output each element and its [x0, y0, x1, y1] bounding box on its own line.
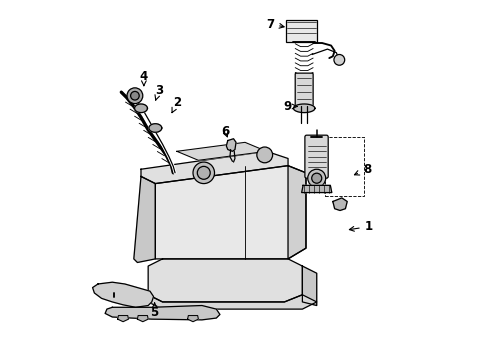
Polygon shape [155, 166, 306, 259]
Circle shape [197, 166, 210, 179]
Text: 6: 6 [221, 125, 229, 138]
Polygon shape [188, 316, 198, 321]
Polygon shape [148, 259, 302, 302]
Text: 7: 7 [266, 18, 284, 31]
Polygon shape [333, 198, 347, 211]
Bar [286, 21, 317, 42]
Circle shape [131, 91, 139, 100]
Polygon shape [137, 316, 148, 321]
Polygon shape [226, 139, 236, 151]
Circle shape [308, 169, 326, 187]
Text: 5: 5 [150, 303, 159, 319]
Text: 3: 3 [155, 84, 163, 100]
Polygon shape [177, 142, 267, 160]
Polygon shape [302, 266, 317, 306]
Polygon shape [149, 124, 162, 132]
Circle shape [334, 54, 344, 65]
Circle shape [127, 88, 143, 104]
Text: 4: 4 [140, 69, 148, 86]
Circle shape [257, 147, 272, 163]
Polygon shape [105, 306, 220, 320]
Text: 9: 9 [283, 100, 297, 113]
Polygon shape [302, 185, 332, 193]
Circle shape [312, 173, 322, 183]
FancyBboxPatch shape [295, 73, 313, 108]
Polygon shape [294, 104, 315, 113]
Polygon shape [141, 151, 288, 184]
Polygon shape [148, 295, 317, 309]
Text: 2: 2 [172, 96, 181, 113]
Bar [324, 137, 364, 196]
Polygon shape [288, 166, 306, 259]
Text: 8: 8 [354, 163, 371, 176]
Polygon shape [135, 104, 147, 113]
Polygon shape [118, 316, 128, 321]
Polygon shape [93, 282, 153, 307]
Text: 1: 1 [349, 220, 373, 233]
FancyBboxPatch shape [305, 135, 328, 178]
Circle shape [193, 162, 215, 184]
Polygon shape [134, 176, 155, 262]
